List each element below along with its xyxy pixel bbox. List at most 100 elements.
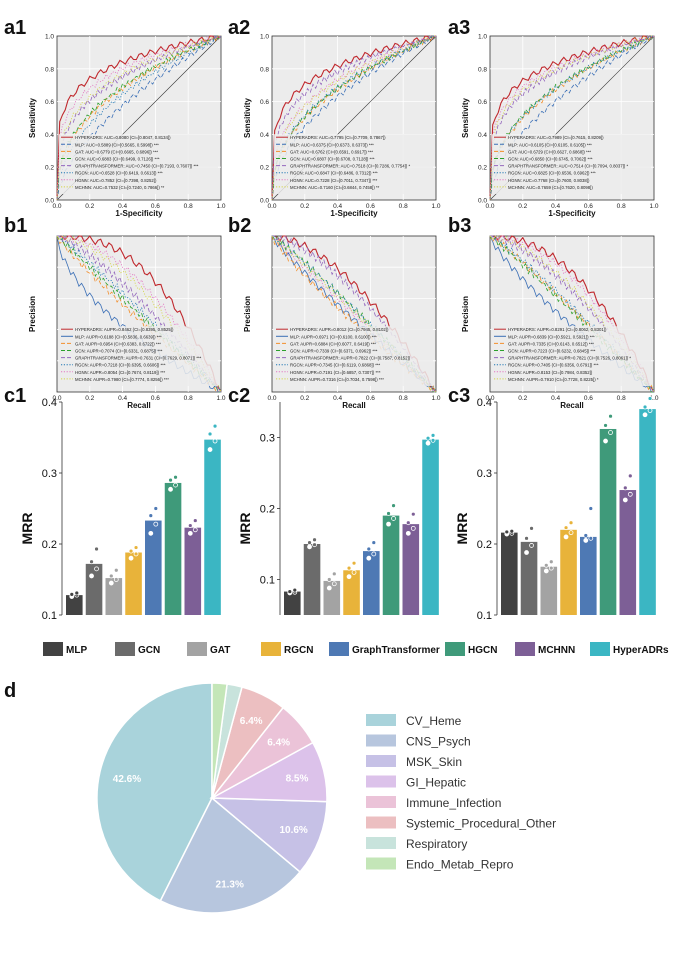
replicate-point	[504, 529, 510, 535]
legend-entry: GRAPHTRANSFORMER: AUPR=0.7822 (CI=[0.758…	[290, 356, 411, 361]
legend-entry: MLP: AUPR=0.6971 (CI=[0.6100, 0.6100]) *…	[290, 334, 377, 339]
legend-entry: GCN: AUC=0.6850 (CI=[0.6745, 0.7062]) **…	[508, 157, 593, 162]
replicate-point	[548, 559, 554, 565]
y-tick-label: 0.2	[45, 165, 54, 172]
y-tick-label: 0.1	[477, 610, 492, 622]
panel-label-b1: b1	[4, 215, 27, 237]
curve-gcn	[56, 35, 222, 201]
replicate-point	[128, 555, 134, 561]
curve-rgcn	[271, 35, 436, 201]
legend-entry: HYPERADRS: AUPR=0.8462 (CI=[0.8395, 0.85…	[75, 327, 174, 332]
legend-entry: RGCN: AUPR=0.7405 (CI=[0.6356, 0.6791]) …	[508, 363, 599, 368]
panel-label-b3: b3	[448, 215, 471, 237]
replicate-point	[386, 511, 391, 516]
replicate-point	[113, 567, 119, 573]
bar-graphtransformer	[363, 551, 380, 615]
y-tick-label: 0.3	[42, 468, 57, 480]
replicate-point	[326, 577, 332, 582]
x-tick-label: 0.6	[151, 395, 160, 402]
bar-legend-swatch	[445, 642, 465, 656]
replicate-point	[351, 570, 357, 575]
y-tick-label: 0.6	[478, 99, 487, 106]
legend-entry: MCHNN: AUC=0.7160 (CI=[0.6844, 0.7458]) …	[290, 185, 380, 190]
y-tick-label: 0.0	[478, 198, 487, 205]
replicate-point	[187, 523, 193, 528]
y-tick-label: 0.3	[477, 468, 492, 480]
curve-graphtransformer	[56, 35, 222, 201]
replicate-point	[543, 568, 549, 574]
replicate-point	[583, 533, 589, 538]
panel-label-a2: a2	[228, 17, 250, 39]
panel-label-c2: c2	[228, 385, 250, 407]
bar-gcn	[303, 544, 321, 615]
replicate-point	[74, 590, 80, 596]
legend-entry: RGCN: AUPR=0.7345 (CI=[0.6119, 0.6868]) …	[290, 363, 381, 368]
replicate-point	[207, 431, 213, 437]
slice-label: 6.4%	[240, 716, 263, 727]
legend-entry: GCN: AUPR=0.7223 (CI=[0.6232, 0.6845]) *…	[508, 349, 596, 354]
curve-hgnn	[56, 35, 222, 201]
replicate-point	[410, 511, 416, 517]
x-tick-label: 0.0	[485, 395, 494, 402]
replicate-point	[351, 560, 357, 566]
replicate-point	[212, 423, 218, 429]
x-tick-label: 0.2	[85, 203, 94, 210]
replicate-point	[391, 503, 396, 509]
x-tick-label: 0.6	[584, 395, 593, 402]
x-tick-label: 0.0	[267, 395, 276, 402]
legend-box	[59, 134, 218, 194]
replicate-point	[108, 580, 114, 586]
legend-entry: HYPERADRS: AUPR=0.8012 (CI=[0.7945, 0.81…	[290, 327, 389, 332]
legend-entry: GRAPHTRANSFORMER: AUC=0.7518 (CI=[0.7286…	[290, 164, 410, 169]
replicate-point	[647, 396, 653, 401]
legend-entry: HYPERADRS: AUC=0.7795 (CI=[0.7709, 0.786…	[290, 135, 386, 140]
replicate-point	[366, 555, 372, 561]
curve-mlp	[489, 35, 655, 201]
y-tick-label: 0.4	[478, 132, 487, 139]
x-tick-label: 0.6	[584, 203, 593, 210]
legend-entry: MCHNN: AUC=0.7532 (CI=[0.7240, 0.7866]) …	[75, 185, 165, 190]
replicate-point	[642, 412, 648, 418]
legend-entry: GAT: AUC=0.6729 (CI=[0.6627, 0.6868]) **…	[508, 149, 591, 154]
pie-legend-label: Respiratory	[406, 837, 467, 851]
bar-legend-label: RGCN	[284, 645, 313, 656]
bar-legend-swatch	[43, 642, 63, 656]
panel-c3: 0.1 0.2 0.3 0.4 MRR	[454, 396, 656, 622]
replicate-point	[173, 482, 178, 488]
replicate-point	[128, 548, 134, 554]
bar-legend-swatch	[261, 642, 281, 656]
x-tick-label: 0.6	[366, 203, 375, 210]
bar-hyperadrs	[639, 409, 656, 615]
replicate-point	[153, 521, 159, 527]
curve-gat	[489, 235, 655, 393]
replicate-point	[108, 573, 114, 579]
pie-legend-swatch	[366, 816, 396, 829]
y-axis-label: Sensitivity	[28, 97, 37, 138]
slice-label: 42.6%	[113, 774, 141, 785]
replicate-point	[192, 518, 198, 523]
replicate-point	[603, 423, 608, 428]
replicate-point	[563, 534, 569, 540]
legend-entry: GAT: AUC=0.6779 (CI=[0.6665, 0.6896]) **…	[75, 149, 158, 154]
replicate-point	[292, 587, 298, 593]
replicate-point	[69, 592, 75, 597]
x-tick-label: 0.2	[300, 203, 309, 210]
panel-c2: 0.1 0.2 0.3 MRR	[237, 402, 439, 615]
legend-entry: MLP: AUPR=0.6839 (CI=[0.5921, 0.5921]) *…	[508, 334, 595, 339]
y-tick-label: 0.0	[45, 198, 54, 205]
y-axis-label: Precision	[461, 296, 470, 332]
bar-gat	[323, 580, 341, 615]
y-tick-label: 1.0	[45, 34, 54, 41]
legend-entry: HGNN: AUPR=0.8054 (CI=[0.7674, 0.8119]) …	[75, 370, 166, 375]
replicate-point	[543, 562, 549, 568]
legend-entry: GRAPHTRANSFORMER: AUPR=0.7631 (CI=[0.762…	[75, 356, 202, 361]
replicate-point	[405, 530, 411, 536]
replicate-point	[187, 530, 193, 536]
replicate-point	[346, 574, 352, 580]
bar-mlp	[501, 532, 518, 615]
legend-entry: GAT: AUC=0.6762 (CI=[0.6591, 0.6917]) **…	[290, 149, 373, 154]
replicate-point	[212, 438, 218, 444]
bar-rgcn	[125, 552, 142, 615]
replicate-point	[568, 530, 574, 536]
legend-entry: RGCN: AUC=0.6847 (CI=[0.6486, 0.7312]) *…	[290, 171, 378, 176]
